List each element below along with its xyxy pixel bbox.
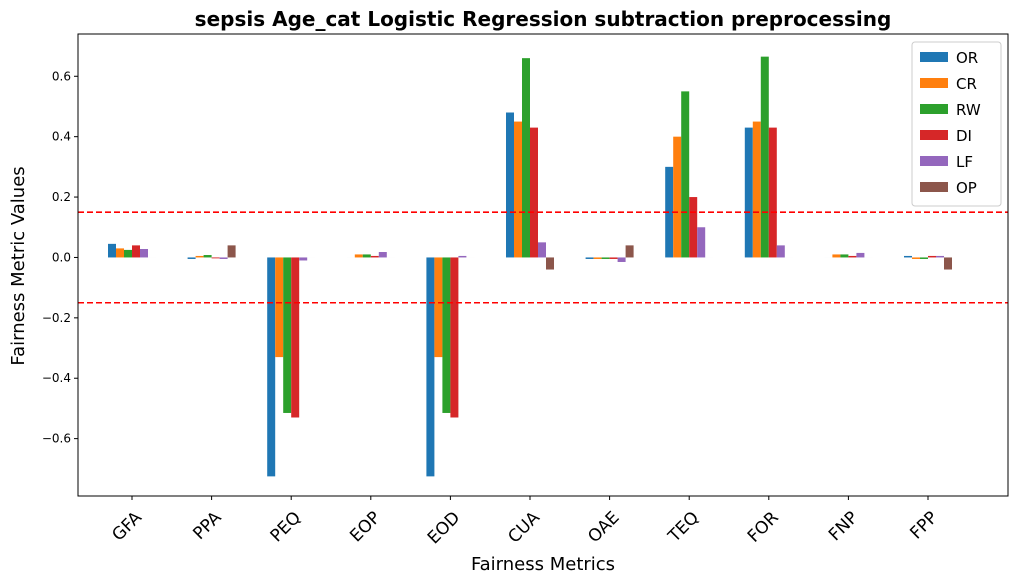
bar-di-eop — [370, 255, 379, 258]
y-tick-label: 0.0 — [52, 250, 71, 264]
bar-op-oae — [625, 245, 634, 258]
legend-swatch-or — [920, 52, 948, 62]
legend-swatch-di — [920, 130, 948, 140]
bar-lf-eop — [378, 252, 387, 258]
bar-rw-fpp — [920, 257, 928, 259]
bar-or-fpp — [904, 255, 912, 258]
bar-op-cua — [546, 257, 554, 270]
chart-title: sepsis Age_cat Logistic Regression subtr… — [195, 7, 892, 31]
legend-swatch-rw — [920, 104, 948, 114]
bar-di-gfa — [132, 245, 140, 258]
y-tick-label: −0.6 — [42, 432, 71, 446]
bar-rw-oae — [601, 257, 610, 259]
legend-label-rw: RW — [956, 101, 981, 119]
bar-or-gfa — [108, 243, 116, 258]
y-tick-label: 0.4 — [52, 130, 71, 144]
legend-label-op: OP — [956, 179, 977, 197]
bar-rw-fnp — [840, 254, 849, 258]
bar-or-peq — [267, 257, 276, 477]
bar-lf-gfa — [140, 248, 148, 258]
bar-op-fpp — [944, 257, 952, 270]
plot-frame — [77, 33, 1009, 497]
legend-label-cr: CR — [956, 75, 977, 93]
bar-cr-ppa — [195, 255, 204, 258]
y-tick-label: −0.2 — [42, 311, 71, 325]
bar-rw-gfa — [124, 249, 132, 258]
bar-or-for — [744, 127, 753, 258]
bar-cr-teq — [673, 136, 682, 258]
bar-di-fnp — [848, 255, 857, 258]
bar-lf-oae — [617, 257, 626, 262]
bar-rw-cua — [522, 58, 530, 258]
bar-rw-peq — [283, 257, 292, 413]
bar-di-for — [768, 127, 777, 258]
bar-cr-fnp — [832, 254, 841, 258]
bar-or-eod — [426, 257, 435, 477]
x-tick-label-gfa: GFA — [108, 508, 146, 546]
legend-swatch-op — [920, 182, 948, 192]
bar-lf-peq — [299, 257, 308, 261]
bar-rw-ppa — [203, 255, 212, 258]
bar-cr-peq — [275, 257, 284, 358]
x-tick-label-ppa: PPA — [189, 508, 225, 544]
y-tick-label: −0.4 — [42, 371, 71, 385]
bar-cr-gfa — [116, 248, 124, 258]
bar-di-eod — [450, 257, 459, 418]
bar-cr-cua — [514, 121, 522, 258]
bar-di-ppa — [211, 257, 220, 259]
bar-cr-for — [752, 121, 761, 258]
bar-or-cua — [506, 112, 514, 258]
bar-lf-for — [776, 245, 785, 258]
x-tick-label-for: FOR — [744, 508, 783, 547]
x-tick-label-cua: CUA — [504, 508, 544, 548]
bar-di-teq — [689, 197, 698, 258]
bar-lf-teq — [697, 227, 706, 258]
y-tick-label: 0.2 — [52, 190, 71, 204]
bar-di-cua — [530, 127, 538, 258]
y-tick-label: 0.6 — [52, 69, 71, 83]
bar-cr-oae — [593, 257, 602, 259]
plot-area: −0.6 −0.4 −0.2 0.0 0.2 0.4 0.6 GFA PPA PEQ EOP EOD C… — [42, 56, 1008, 548]
bar-or-oae — [585, 257, 594, 259]
legend-swatch-cr — [920, 78, 948, 88]
x-tick-label-teq: TEQ — [664, 508, 703, 547]
bar-or-ppa — [187, 257, 196, 259]
bar-lf-fnp — [856, 252, 865, 258]
y-axis-label: Fairness Metric Values — [8, 166, 29, 365]
x-tick-label-eod: EOD — [424, 508, 464, 548]
legend-label-di: DI — [956, 127, 972, 145]
bar-di-fpp — [928, 255, 936, 258]
bar-op-ppa — [227, 245, 236, 258]
bar-rw-eod — [442, 257, 451, 413]
bar-lf-cua — [538, 242, 546, 258]
bar-rw-for — [760, 56, 769, 258]
legend: OR CR RW DI LF OP — [911, 41, 1002, 207]
legend-label-lf: LF — [956, 153, 973, 171]
x-tick-label-oae: OAE — [584, 508, 623, 547]
bar-lf-fpp — [936, 255, 944, 258]
x-axis-label: Fairness Metrics — [471, 554, 615, 575]
bar-cr-fpp — [912, 257, 920, 259]
legend-label-or: OR — [956, 49, 978, 67]
bar-rw-teq — [681, 91, 690, 258]
legend-swatch-lf — [920, 156, 948, 166]
bar-or-teq — [665, 166, 674, 258]
bar-di-peq — [291, 257, 300, 418]
bar-lf-ppa — [219, 257, 228, 259]
bar-cr-eop — [354, 254, 363, 258]
x-tick-label-peq: PEQ — [267, 508, 305, 546]
x-tick-label-eop: EOP — [346, 508, 384, 546]
x-tick-label-fpp: FPP — [906, 508, 942, 544]
bar-cr-eod — [434, 257, 443, 358]
bar-rw-eop — [362, 254, 371, 258]
x-tick-label-fnp: FNP — [825, 508, 862, 545]
bar-di-oae — [609, 257, 618, 259]
bar-lf-eod — [458, 255, 467, 258]
